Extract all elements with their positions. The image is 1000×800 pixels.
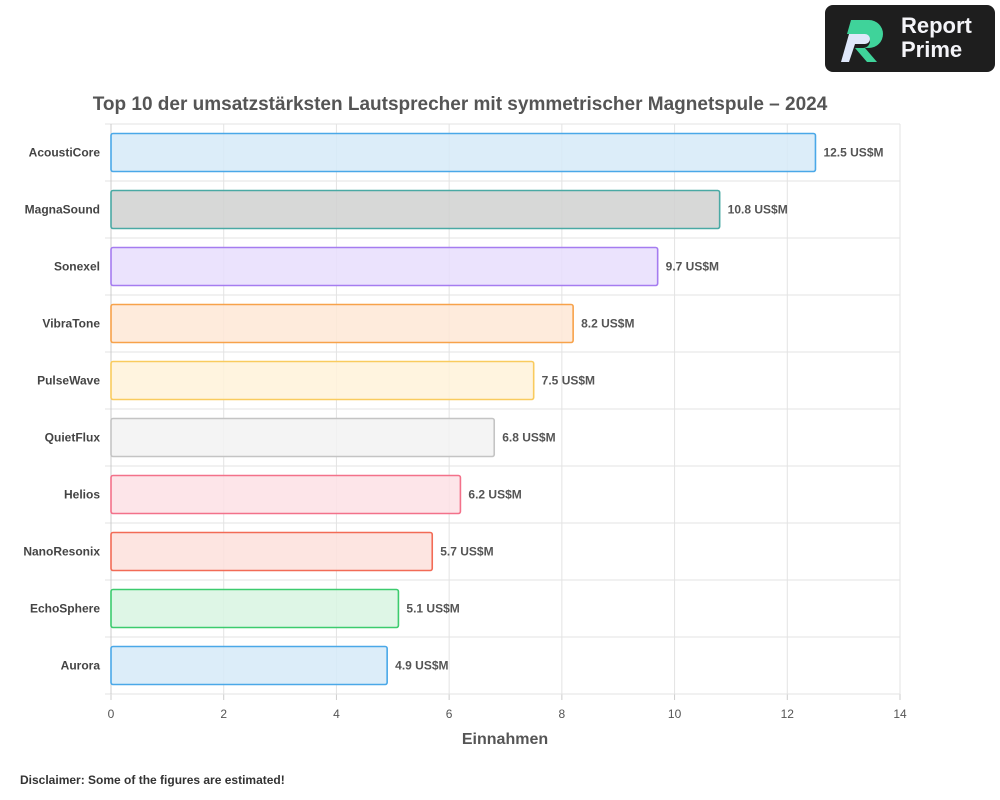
- data-label: 5.1 US$M: [406, 602, 459, 616]
- bar-echosphere: [110, 588, 400, 629]
- category-label: VibraTone: [42, 317, 100, 331]
- x-tick-label: 2: [220, 707, 227, 721]
- category-label: NanoResonix: [23, 545, 100, 559]
- category-label: AcoustiCore: [29, 146, 101, 160]
- category-label: Sonexel: [54, 260, 100, 274]
- report-prime-logo: Report Prime: [825, 5, 995, 72]
- category-label: EchoSphere: [30, 602, 100, 616]
- data-label: 6.8 US$M: [502, 431, 555, 445]
- x-tick-label: 10: [668, 707, 682, 721]
- bar-quietflux: [110, 417, 496, 458]
- x-tick-label: 6: [446, 707, 453, 721]
- data-label: 8.2 US$M: [581, 317, 634, 331]
- data-label: 5.7 US$M: [440, 545, 493, 559]
- logo-text: Report Prime: [901, 13, 972, 62]
- bar-aurora: [110, 645, 388, 686]
- category-label: Helios: [64, 488, 100, 502]
- bar-acousticore: [110, 132, 817, 173]
- data-label: 4.9 US$M: [395, 659, 448, 673]
- category-label: MagnaSound: [25, 203, 100, 217]
- bar-helios: [110, 474, 462, 515]
- bar-magnasound: [110, 189, 721, 230]
- data-label: 10.8 US$M: [728, 203, 788, 217]
- bar-nanoresonix: [110, 531, 434, 572]
- data-label: 6.2 US$M: [468, 488, 521, 502]
- bar-vibratone: [110, 303, 574, 344]
- bar-pulsewave: [110, 360, 535, 401]
- x-tick-label: 12: [781, 707, 795, 721]
- data-label: 9.7 US$M: [666, 260, 719, 274]
- x-tick-label: 4: [333, 707, 340, 721]
- category-label: QuietFlux: [45, 431, 101, 445]
- chart-title: Top 10 der umsatzstärksten Lautsprecher …: [93, 94, 828, 115]
- x-tick-label: 0: [108, 707, 115, 721]
- logo-icon: [841, 20, 883, 62]
- x-tick-label: 8: [559, 707, 566, 721]
- disclaimer: Disclaimer: Some of the figures are esti…: [20, 773, 285, 787]
- x-tick-label: 14: [893, 707, 907, 721]
- category-label: Aurora: [61, 659, 101, 673]
- x-axis-label: Einnahmen: [462, 731, 548, 748]
- data-label: 12.5 US$M: [823, 146, 883, 160]
- bar-sonexel: [110, 246, 659, 287]
- data-label: 7.5 US$M: [542, 374, 595, 388]
- category-label: PulseWave: [37, 374, 100, 388]
